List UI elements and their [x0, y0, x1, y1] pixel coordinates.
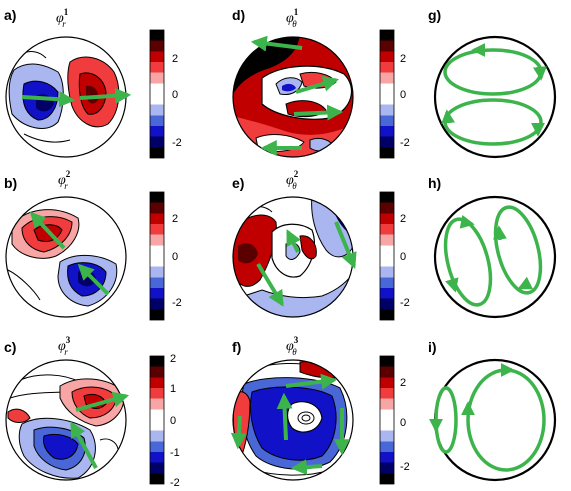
colorbar-tick: 0	[400, 89, 406, 101]
contour-field	[233, 37, 353, 157]
domain-outline	[5, 196, 127, 318]
domain-outline	[5, 359, 127, 481]
panel-label: h)	[428, 175, 441, 191]
flow-arrow	[285, 373, 338, 390]
colorbar-tick: 2	[400, 213, 406, 225]
loop-direction-arrow	[532, 66, 547, 81]
panel-label: f)	[232, 339, 241, 355]
flow-arrow	[290, 459, 323, 476]
flow-arrow	[276, 392, 293, 441]
flow-arrow	[286, 229, 301, 253]
panel-label: i)	[428, 339, 437, 355]
colorbar-tick: -2	[400, 461, 410, 473]
flow-loop	[443, 217, 493, 307]
panel-label: e)	[232, 175, 244, 191]
colorbar-tick: -2	[170, 477, 180, 489]
panel-c: c) φ3 r 2 1 0 -1 -2	[4, 335, 180, 489]
panel-b: b) φ2 r 2 0 -2	[4, 169, 182, 321]
colorbar-tick: 2	[170, 353, 176, 365]
colorbar-tick: 0	[400, 251, 406, 263]
contour-field	[233, 197, 353, 317]
colorbar: 2 0 -2	[379, 29, 410, 159]
colorbar-tick: -1	[170, 447, 180, 459]
colorbar-tick: -2	[400, 297, 410, 309]
loop-direction-arrow	[445, 277, 459, 293]
panel-a: a) φ1 r 2 0 -2	[4, 7, 182, 159]
panel-title: φ3 θ	[286, 335, 299, 357]
panel-title: φ2 r	[58, 169, 71, 191]
colorbar-tick: 0	[170, 415, 176, 427]
panel-d: d) φ1 θ 2 0 -2	[232, 7, 410, 159]
panel-e: e) φ2 θ 2 0 -2	[232, 169, 410, 321]
domain-outline	[433, 358, 557, 482]
flow-arrow	[77, 263, 110, 296]
colorbar-tick: -2	[400, 137, 410, 149]
panel-g: g)	[428, 7, 557, 159]
colorbar-tick: -2	[172, 297, 182, 309]
colorbar-tick: -2	[172, 137, 182, 149]
flow-arrow	[21, 91, 76, 108]
contour-field	[233, 360, 353, 480]
loop-direction-arrow	[517, 276, 534, 290]
contour-field	[6, 197, 126, 317]
panel-title: φ1 r	[56, 7, 69, 29]
colorbar-tick: 2	[172, 53, 178, 65]
panel-label: a)	[4, 7, 16, 23]
colorbar: 2 0 -2	[149, 191, 182, 321]
panel-title: φ3 r	[58, 335, 71, 357]
panel-h: h)	[428, 175, 557, 319]
panel-label: b)	[4, 175, 17, 191]
panel-title: φ1 θ	[286, 7, 299, 29]
colorbar-tick: 2	[172, 213, 178, 225]
flow-arrow	[75, 391, 130, 412]
flow-arrow	[334, 221, 357, 269]
colorbar: 2 1 0 -1 -2	[149, 353, 180, 489]
flow-arrow	[250, 35, 303, 52]
contour-field	[6, 360, 126, 480]
colorbar: 2 0 -2	[379, 355, 410, 485]
domain-outline	[232, 36, 354, 158]
colorbar-tick: 0	[172, 251, 178, 263]
colorbar-tick: 2	[400, 53, 406, 65]
flow-arrow	[293, 104, 344, 121]
domain-outline	[433, 35, 557, 159]
flow-arrow	[79, 87, 132, 104]
panel-label: c)	[4, 339, 16, 355]
panel-label: g)	[428, 7, 441, 23]
colorbar: 2 0 -2	[149, 29, 182, 159]
colorbar-tick: 0	[400, 417, 406, 429]
domain-outline	[433, 195, 557, 319]
loop-direction-arrow	[441, 109, 456, 124]
colorbar-tick: 0	[172, 89, 178, 101]
loop-direction-arrow	[492, 225, 507, 241]
panel-f: f) φ3 θ 2 0 -2	[230, 335, 410, 485]
flow-arrow	[295, 76, 340, 94]
colorbar-tick: 1	[170, 383, 176, 395]
panel-label: d)	[232, 7, 245, 23]
domain-outline	[232, 359, 354, 481]
colorbar: 2 0 -2	[379, 191, 410, 321]
panel-i: i)	[428, 339, 557, 482]
colorbar-tick: 2	[400, 377, 406, 389]
flow-loop	[493, 205, 543, 295]
flow-arrow	[29, 211, 66, 250]
loop-direction-arrow	[459, 214, 475, 229]
panel-title: φ2 θ	[286, 169, 299, 191]
flow-arrow	[256, 262, 284, 307]
flow-arrow	[70, 421, 98, 469]
flow-arrow	[230, 415, 247, 450]
